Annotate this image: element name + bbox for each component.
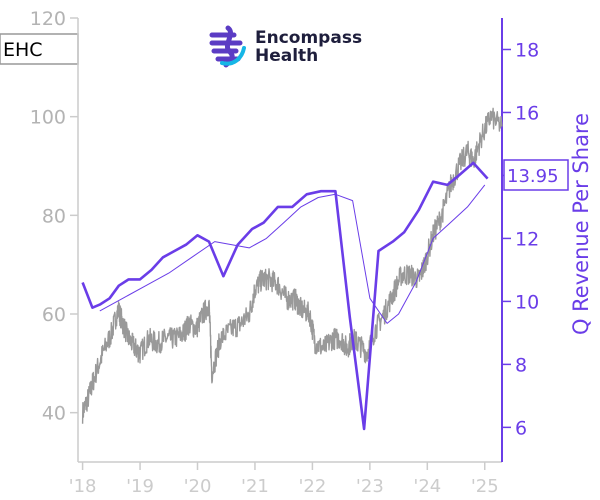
x-tick-label: '21 xyxy=(241,476,269,497)
x-tick-label: '22 xyxy=(298,476,326,497)
left-tick-label: 120 xyxy=(30,8,66,30)
x-axis-ticks: '18 '19 '20 '21 '22 '23 '24 '25 xyxy=(69,462,499,497)
ticker-box xyxy=(0,33,79,65)
right-tick-label: 12 xyxy=(515,228,539,250)
logo-text-line1: Encompass xyxy=(255,28,362,48)
logo-accent-icon xyxy=(220,46,246,66)
right-tick-label: 8 xyxy=(515,354,527,376)
x-tick-label: '25 xyxy=(471,476,499,497)
right-tick-label: 6 xyxy=(515,417,527,439)
x-tick-label: '23 xyxy=(356,476,384,497)
x-tick-label: '20 xyxy=(184,476,212,497)
right-axis-ticks: 681012141618 xyxy=(502,39,539,439)
logo-text-line2: Health xyxy=(255,46,318,66)
left-axis-ticks: 40 60 80 100 120 xyxy=(30,8,78,425)
revenue-series-line xyxy=(81,161,489,431)
last-value-box xyxy=(503,159,569,191)
right-tick-label: 16 xyxy=(515,102,539,124)
revenue-trend-line xyxy=(99,184,486,324)
left-tick-label: 60 xyxy=(42,304,66,326)
right-tick-label: 18 xyxy=(515,39,539,61)
price-series-line xyxy=(81,107,503,424)
right-axis-label: Q Revenue Per Share xyxy=(569,113,593,335)
left-tick-label: 80 xyxy=(42,205,66,227)
left-tick-label: 100 xyxy=(30,107,66,129)
series-layer xyxy=(81,107,503,431)
last-value-label: 13.95 xyxy=(507,166,559,187)
x-tick-label: '24 xyxy=(413,476,441,497)
encompass-health-logo: Encompass Health xyxy=(209,25,362,68)
logo-mark-icon xyxy=(209,25,243,68)
ticker-label: EHC xyxy=(3,39,43,61)
right-tick-label: 10 xyxy=(515,291,539,313)
x-tick-label: '19 xyxy=(126,476,154,497)
left-tick-label: 40 xyxy=(42,403,66,425)
x-tick-label: '18 xyxy=(69,476,97,497)
